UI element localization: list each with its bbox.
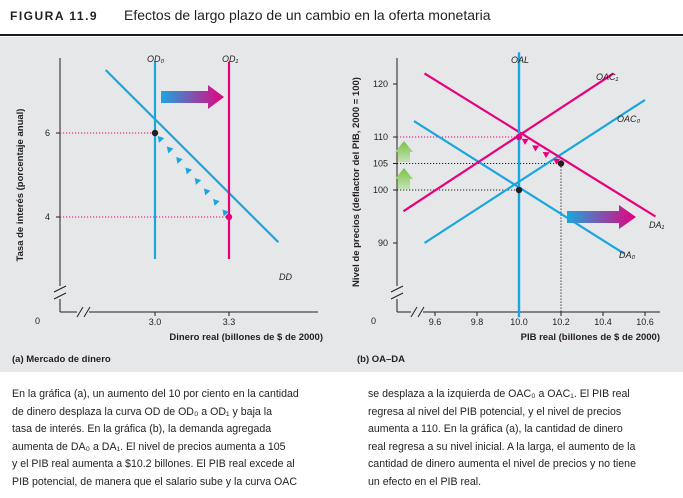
chart-b-x-ticks: 9.6 9.8 10.0 10.2 10.4 10.6 — [429, 312, 654, 327]
x-tick-label: 10.2 — [552, 317, 570, 327]
chart-a-y-ticks: 64 — [45, 128, 60, 222]
dd-arrow — [185, 167, 192, 175]
da1-arrow — [532, 145, 540, 152]
dd-movement-arrows — [157, 135, 229, 217]
dd-arrow — [176, 156, 183, 164]
y-tick-label: 120 — [373, 79, 388, 89]
da1-arrow — [553, 158, 561, 165]
dd-arrow — [157, 135, 165, 143]
text-column-right: se desplaza a la izquierda de OAC₀ a OAC… — [368, 386, 636, 492]
x-tick-label: 10.4 — [594, 317, 612, 327]
text-line: regresa al nivel del PIB potencial, y el… — [368, 405, 622, 418]
x-tick-label: 9.6 — [429, 317, 442, 327]
y-tick-label: 6 — [45, 128, 50, 138]
text-line: aumenta de DA₀ a DA₁. El nivel de precio… — [12, 440, 286, 453]
text-column-left: En la gráfica (a), un aumento del 10 por… — [12, 386, 299, 492]
oac1-label: OAC₁ — [596, 72, 619, 82]
chart-a-y-axis-break — [53, 285, 67, 300]
chart-b-origin: 0 — [371, 316, 376, 326]
text-line: tasa de interés. En la gráfica (b), la d… — [12, 423, 272, 436]
figure-label: FIGURA 11.9 — [10, 9, 99, 23]
chart-a-origin: 0 — [35, 316, 40, 326]
text-line: y el PIB real aumenta a $10.2 billones. … — [12, 458, 295, 471]
shift-arrow-right — [161, 85, 224, 109]
equilibrium-point-2 — [557, 160, 565, 167]
equilibrium-point-1 — [151, 129, 159, 137]
dd-arrow — [203, 188, 211, 196]
chart-a-caption: (a) Mercado de dinero — [12, 354, 111, 365]
da1-movement-arrows — [521, 138, 561, 165]
da1-arrow — [542, 151, 550, 159]
od1-label: OD₁ — [222, 54, 239, 64]
da1-curve — [423, 72, 657, 218]
dd-arrow — [222, 209, 229, 217]
y-tick-label: 90 — [378, 238, 388, 248]
da0-label: DA₀ — [619, 250, 636, 260]
price-up-arrow-1 — [395, 141, 413, 162]
dd-arrow — [166, 146, 174, 154]
text-line: real regresa a su nivel inicial. A la la… — [368, 440, 636, 453]
equilibrium-point-1 — [515, 186, 523, 194]
price-up-arrow-2 — [395, 168, 413, 189]
text-line: un efecto en el PIB real. — [368, 475, 482, 488]
y-tick-label: 4 — [45, 212, 50, 222]
money-market-chart: 64 3.0 3.3 OD₀ OD₁ DD 0 Dinero real (bill… — [15, 54, 323, 343]
chart-a-y-title: Tasa de interés (porcentaje anual) — [15, 109, 26, 262]
y-tick-label: 105 — [373, 159, 388, 169]
text-line: aumenta a 110. En la gráfica (a), la can… — [368, 423, 623, 436]
equilibrium-point-3 — [515, 133, 523, 141]
oac0-label: OAC₀ — [617, 114, 641, 124]
x-tick-label: 3.0 — [149, 317, 162, 327]
chart-b-guides — [397, 136, 562, 312]
ad-as-chart: 120 110 105 100 90 9.6 9.8 10.0 10.2 10.4 10.6 OA… — [351, 52, 665, 343]
dd-label: DD — [279, 272, 292, 282]
chart-b-y-ticks: 120 110 105 100 90 — [373, 79, 397, 248]
y-tick-label: 100 — [373, 185, 388, 195]
text-line: PIB potencial, de manera que el salario … — [12, 475, 298, 488]
chart-b-x-axis-break — [410, 306, 425, 318]
x-tick-label: 10.0 — [510, 317, 528, 327]
chart-a-x-ticks: 3.0 3.3 — [149, 312, 236, 327]
dd-arrow — [194, 177, 202, 185]
x-tick-label: 3.3 — [223, 317, 236, 327]
text-line: de dinero desplaza la curva OD de OD₀ a … — [12, 405, 272, 418]
figure-header: FIGURA 11.9 Efectos de largo plazo de un… — [0, 0, 683, 36]
y-tick-label: 110 — [374, 132, 388, 142]
dd-arrow — [213, 198, 220, 206]
oac0-curve — [423, 98, 646, 244]
dd-curve — [104, 69, 280, 243]
x-tick-label: 9.8 — [471, 317, 484, 327]
da1-arrow — [521, 138, 529, 145]
text-line: se desplaza a la izquierda de OAC₀ a OAC… — [368, 388, 630, 400]
chart-panel-background — [0, 37, 683, 372]
od0-label: OD₀ — [147, 54, 165, 64]
chart-a-x-title: Dinero real (billones de $ de 2000) — [169, 332, 323, 343]
chart-b-x-title: PIB real (billones de $ de 2000) — [521, 332, 660, 343]
text-line: cantidad de dinero aumenta el nivel de p… — [368, 458, 636, 471]
oal-label: OAL — [511, 55, 529, 65]
chart-b-caption: (b) OA–DA — [357, 354, 406, 365]
shift-arrow-right — [567, 205, 636, 229]
equilibrium-point-2 — [225, 213, 233, 221]
text-line: En la gráfica (a), un aumento del 10 por… — [12, 388, 299, 400]
chart-b-y-axis-break — [390, 285, 404, 300]
header-rule — [0, 34, 683, 36]
oac1-curve — [402, 72, 615, 213]
da1-label: DA₁ — [649, 220, 665, 230]
x-tick-label: 10.6 — [636, 317, 654, 327]
chart-a-x-axis-break — [76, 306, 91, 318]
figure-title: Efectos de largo plazo de un cambio en l… — [124, 7, 491, 23]
chart-b-y-title: Nivel de precios (deflactor del PIB, 200… — [351, 77, 362, 287]
